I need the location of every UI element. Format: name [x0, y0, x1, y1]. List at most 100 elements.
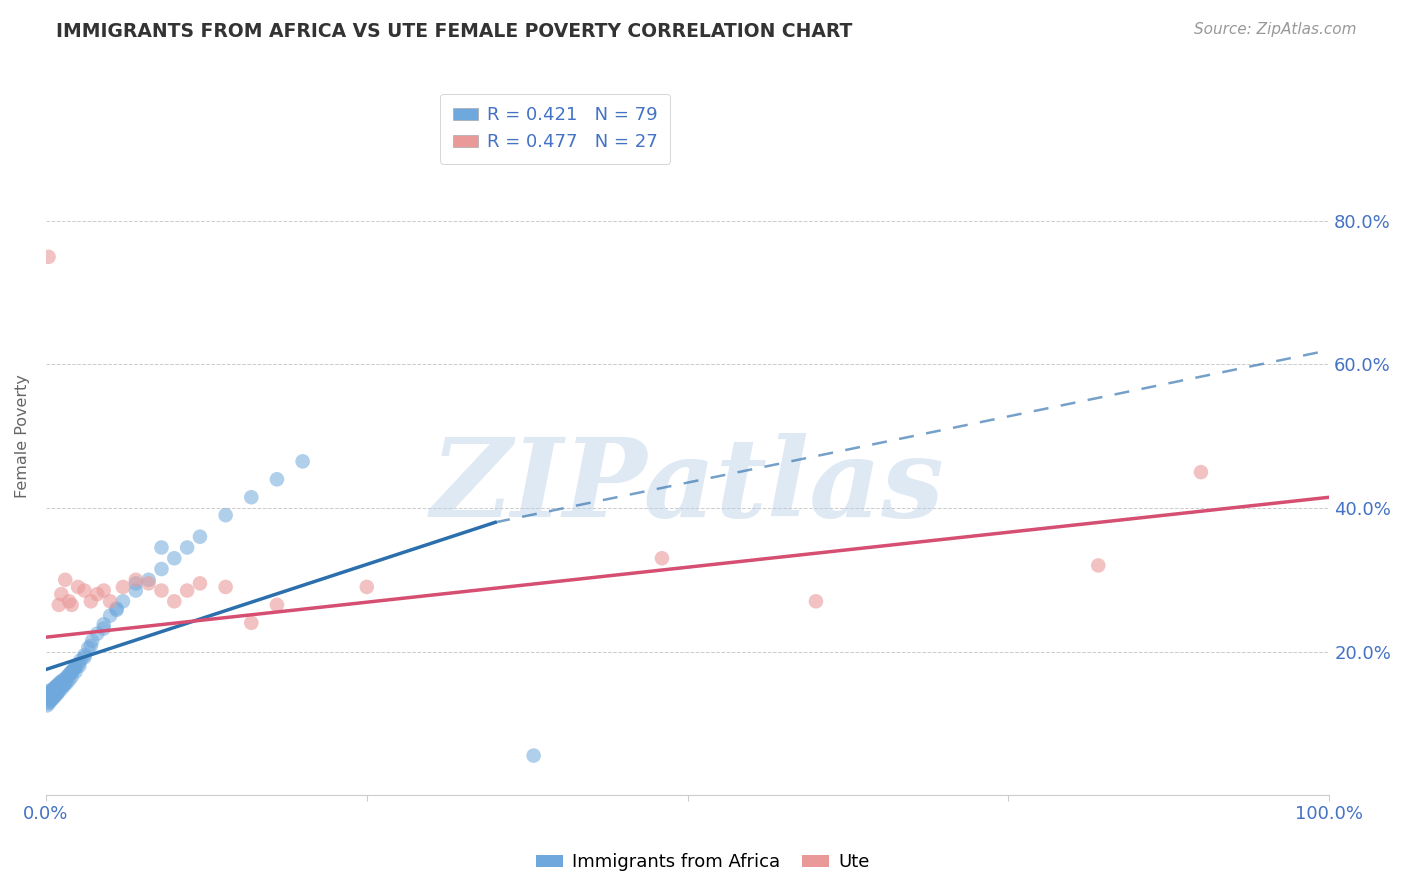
Point — [214, 580, 236, 594]
Point — [291, 454, 314, 468]
Point — [48, 681, 70, 696]
Point — [38, 696, 60, 710]
Point — [69, 653, 91, 667]
Point — [53, 573, 76, 587]
Point — [45, 684, 67, 698]
Point — [67, 657, 90, 672]
Point — [38, 695, 60, 709]
Point — [60, 665, 83, 679]
Point — [58, 667, 80, 681]
Point — [111, 580, 134, 594]
Point — [62, 663, 84, 677]
Point — [86, 587, 108, 601]
Point — [77, 640, 100, 655]
Point — [98, 608, 121, 623]
Point — [51, 679, 73, 693]
Legend: R = 0.421   N = 79, R = 0.477   N = 27: R = 0.421 N = 79, R = 0.477 N = 27 — [440, 94, 671, 164]
Point — [48, 598, 70, 612]
Point — [63, 662, 86, 676]
Point — [73, 648, 96, 662]
Point — [42, 690, 65, 705]
Point — [105, 603, 128, 617]
Point — [49, 681, 72, 695]
Point — [150, 562, 173, 576]
Text: Source: ZipAtlas.com: Source: ZipAtlas.com — [1194, 22, 1357, 37]
Point — [38, 689, 60, 703]
Point — [150, 541, 173, 555]
Point — [38, 684, 60, 698]
Point — [55, 670, 77, 684]
Point — [356, 580, 378, 594]
Point — [188, 576, 211, 591]
Point — [73, 583, 96, 598]
Point — [163, 594, 186, 608]
Point — [67, 580, 90, 594]
Point — [58, 673, 80, 688]
Point — [46, 678, 69, 692]
Point — [58, 594, 80, 608]
Point — [176, 583, 198, 598]
Point — [44, 685, 66, 699]
Point — [93, 622, 115, 636]
Text: IMMIGRANTS FROM AFRICA VS UTE FEMALE POVERTY CORRELATION CHART: IMMIGRANTS FROM AFRICA VS UTE FEMALE POV… — [56, 22, 852, 41]
Point — [80, 639, 103, 653]
Point — [188, 530, 211, 544]
Point — [53, 672, 76, 686]
Point — [93, 617, 115, 632]
Point — [53, 675, 76, 690]
Point — [804, 594, 827, 608]
Point — [38, 686, 60, 700]
Point — [52, 678, 75, 692]
Point — [73, 650, 96, 665]
Legend: Immigrants from Africa, Ute: Immigrants from Africa, Ute — [529, 847, 877, 879]
Point — [240, 490, 263, 504]
Point — [41, 682, 63, 697]
Point — [266, 472, 288, 486]
Point — [125, 576, 148, 591]
Point — [86, 626, 108, 640]
Point — [523, 748, 546, 763]
Point — [51, 681, 73, 696]
Point — [41, 688, 63, 702]
Point — [48, 677, 70, 691]
Point — [45, 679, 67, 693]
Point — [51, 587, 73, 601]
Point — [176, 541, 198, 555]
Point — [45, 688, 67, 702]
Point — [266, 598, 288, 612]
Point — [125, 573, 148, 587]
Point — [44, 681, 66, 695]
Point — [37, 688, 59, 702]
Point — [59, 666, 82, 681]
Point — [65, 665, 87, 679]
Point — [111, 594, 134, 608]
Point — [60, 598, 83, 612]
Point — [67, 659, 90, 673]
Point — [46, 686, 69, 700]
Point — [1189, 465, 1212, 479]
Point — [60, 670, 83, 684]
Point — [1087, 558, 1109, 573]
Point — [52, 679, 75, 693]
Point — [42, 687, 65, 701]
Point — [38, 691, 60, 706]
Point — [98, 594, 121, 608]
Point — [52, 677, 75, 691]
Point — [37, 698, 59, 713]
Point — [48, 684, 70, 698]
Y-axis label: Female Poverty: Female Poverty — [15, 375, 30, 499]
Point — [163, 551, 186, 566]
Point — [39, 684, 62, 698]
Point — [41, 692, 63, 706]
Point — [51, 674, 73, 689]
Point — [42, 681, 65, 696]
Point — [56, 669, 79, 683]
Point — [44, 689, 66, 703]
Point — [138, 576, 160, 591]
Point — [150, 583, 173, 598]
Point — [65, 660, 87, 674]
Point — [125, 583, 148, 598]
Point — [105, 601, 128, 615]
Point — [80, 594, 103, 608]
Point — [38, 250, 60, 264]
